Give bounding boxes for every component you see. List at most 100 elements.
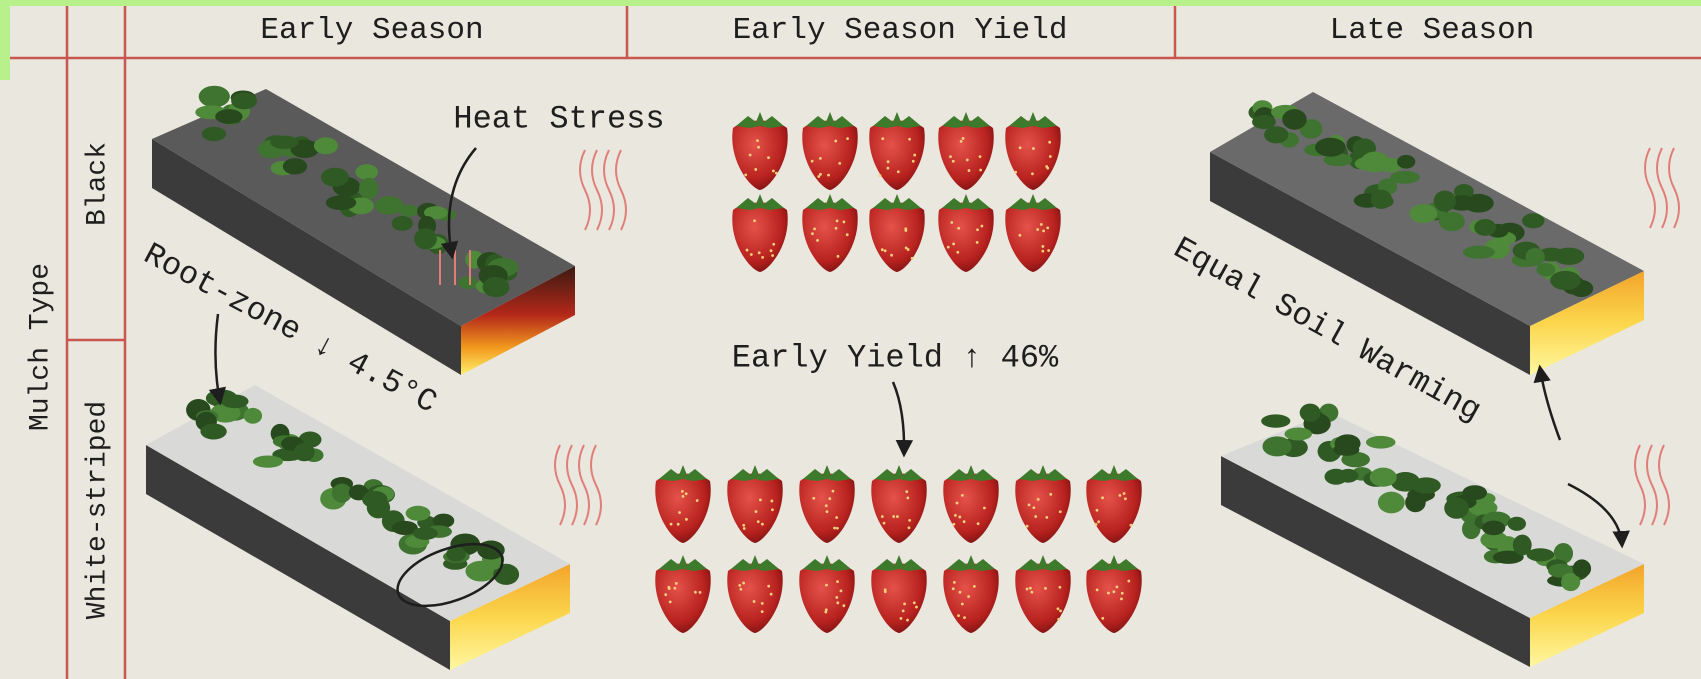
heat-wave (1635, 445, 1645, 525)
berry-seed (956, 251, 959, 254)
berry-seed (1095, 523, 1098, 526)
berry-seed (770, 500, 773, 503)
berry-seed (770, 593, 773, 596)
leaf (1409, 204, 1437, 223)
strawberry-icon (869, 112, 924, 190)
berry-seed (755, 510, 758, 513)
berry-seed (881, 248, 884, 251)
berry-seed (749, 154, 752, 157)
leaf (1300, 404, 1321, 422)
berry-seed (1032, 147, 1035, 150)
berry-seed (682, 495, 685, 498)
berry-seed (664, 593, 667, 596)
leaf (458, 276, 477, 289)
berry-seed (685, 492, 688, 495)
berry-seed (742, 524, 745, 527)
berry-seed (950, 221, 953, 224)
berry-seed (959, 591, 962, 594)
berry-seed (670, 523, 673, 526)
berry-leaves (659, 555, 707, 571)
berry-seed (767, 585, 770, 588)
heat-wave (580, 150, 590, 230)
berry-seed (960, 140, 963, 143)
berry-seed (884, 590, 887, 593)
berry-body (732, 203, 787, 273)
leaf (1264, 126, 1288, 143)
berry-body (799, 564, 854, 634)
heat-wave (1647, 445, 1657, 525)
leaf (1397, 155, 1415, 169)
berry-seed (1048, 141, 1051, 144)
berry-seed (1044, 587, 1047, 590)
berry-seed (1037, 498, 1040, 501)
leaf (406, 506, 431, 521)
berry-seed (825, 584, 828, 587)
leaf (356, 164, 379, 180)
strawberry-icon (799, 555, 854, 633)
berry-seed (832, 490, 835, 493)
berry-seed (908, 519, 911, 522)
strawberry-icon (655, 555, 710, 633)
berry-leaves (736, 194, 784, 210)
berry-seed (1047, 249, 1050, 252)
berry-seed (1059, 609, 1062, 612)
berry-seed (1107, 592, 1110, 595)
berry-seed (967, 595, 970, 598)
berry-leaves (947, 465, 995, 481)
berry-seed (771, 508, 774, 511)
berry-seed (979, 155, 982, 158)
leaf (1262, 436, 1291, 456)
berry-seed (668, 587, 671, 590)
leaf (244, 408, 262, 424)
row-label: White-striped (82, 401, 113, 619)
heat-wave (1659, 445, 1669, 525)
berry-leaves (803, 465, 851, 481)
berry-body (727, 474, 782, 544)
berry-body (1086, 564, 1141, 634)
berry-seed (966, 159, 969, 162)
berry-seed (900, 617, 903, 620)
berry-seed (886, 167, 889, 170)
strawberry-icon (655, 465, 710, 543)
berry-seed (897, 170, 900, 173)
strawberry-icon (802, 112, 857, 190)
page: {"header": {"columns": ["Early Season", … (0, 0, 1701, 679)
berry-seed (675, 582, 678, 585)
berry-seed (1058, 586, 1061, 589)
berry-seed (1101, 617, 1104, 620)
leaf (375, 196, 403, 214)
berry-seed (840, 590, 843, 593)
berry-leaves (1019, 555, 1067, 571)
berry-leaves (1009, 194, 1057, 210)
strawberry-icon (727, 465, 782, 543)
berry-leaves (736, 112, 784, 128)
strawberry-icon (938, 194, 993, 272)
leaf (1573, 559, 1591, 577)
diagram: Early Season Early Season Yield Late Sea… (0, 0, 1701, 679)
berry-seed (1124, 497, 1127, 500)
leaf (1375, 195, 1393, 207)
berry-seed (833, 527, 836, 530)
berry-leaves (731, 465, 779, 481)
berry-seed (892, 515, 895, 518)
leaf (1282, 109, 1306, 130)
berry-seed (906, 619, 909, 622)
berry-seed (813, 227, 816, 230)
berry-seed (685, 518, 688, 521)
strawberry-icon (1086, 555, 1141, 633)
berry-seed (1028, 504, 1031, 507)
column-header: Early Season (260, 13, 483, 48)
berry-seed (696, 499, 699, 502)
berry-seed (771, 254, 774, 257)
berry-seed (673, 587, 676, 590)
leaf (1463, 246, 1495, 259)
leaf (270, 136, 298, 149)
berry-seed (1041, 250, 1044, 253)
berry-seed (961, 494, 964, 497)
berry-seed (977, 522, 980, 525)
berry-seed (743, 527, 746, 530)
heat-wave (1657, 148, 1667, 228)
berry-seed (1031, 172, 1034, 175)
berry-seed (980, 225, 983, 228)
strawberry-icon (943, 555, 998, 633)
